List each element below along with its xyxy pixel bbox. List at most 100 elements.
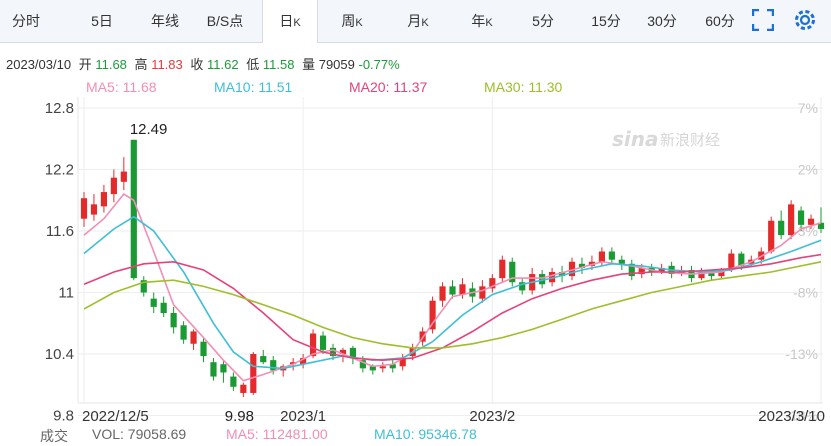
high-value: 11.83 — [151, 57, 183, 72]
right-tick-label: 2% — [798, 162, 818, 178]
y-tick-label: 9.8 — [53, 408, 74, 425]
tab-label: 年线 — [151, 13, 179, 29]
info-date: 2023/03/10 — [6, 57, 72, 72]
open-label: 开 — [78, 57, 92, 72]
ma5-label: MA5: 11.68 — [86, 79, 157, 95]
candle-body — [230, 376, 237, 387]
candle-body — [558, 272, 566, 277]
right-tick-label: -13% — [785, 346, 818, 362]
tab-1[interactable]: 5日 — [82, 0, 122, 42]
candle-body — [479, 286, 486, 299]
y-tick-label: 12.2 — [45, 162, 74, 179]
candle-body — [698, 272, 705, 279]
tab-suffix: K — [293, 17, 301, 29]
candle-body — [817, 222, 825, 229]
tab-label: B/S点 — [206, 13, 244, 29]
y-tick-label: 10.4 — [45, 346, 74, 363]
candle-body — [489, 278, 496, 289]
tab-label: 周 — [341, 13, 356, 29]
tab-label: 60分 — [705, 13, 735, 29]
candle-body — [718, 269, 725, 277]
tab-4[interactable]: 日K — [262, 0, 318, 43]
candle-body — [449, 286, 456, 295]
candle-body — [250, 354, 257, 393]
tab-2[interactable]: 年线 — [138, 0, 192, 42]
high-label: 高 — [134, 57, 148, 72]
candle-body — [807, 218, 815, 225]
tab-8[interactable]: 5分 — [522, 0, 564, 42]
candle-body — [519, 282, 526, 291]
tab-6[interactable]: 月K — [392, 0, 444, 42]
candle-body — [349, 347, 356, 359]
candle-body — [359, 360, 366, 369]
gear-icon[interactable] — [792, 7, 818, 33]
tab-label: 月 — [407, 13, 422, 29]
candle-body — [300, 358, 307, 365]
x-tick-label: 2023/2 — [469, 408, 515, 425]
candle-body — [379, 366, 386, 369]
candle-body — [140, 280, 147, 293]
right-tick-label: -8% — [793, 285, 818, 301]
y-tick-label: 11.6 — [46, 223, 74, 240]
x-tick-label: 2023/1 — [280, 408, 326, 425]
candle-body — [150, 298, 157, 307]
tab-3[interactable]: B/S点 — [196, 0, 254, 42]
candle-body — [160, 302, 167, 313]
candle-body — [90, 204, 98, 215]
tab-label: 15分 — [591, 13, 621, 29]
candle-body — [369, 366, 376, 371]
tab-label: 日 — [279, 13, 294, 29]
candle-body — [658, 267, 665, 272]
tab-5[interactable]: 周K — [326, 0, 378, 42]
candle-body — [797, 210, 805, 225]
ma30-label: MA30: 11.30 — [484, 79, 563, 95]
tab-10[interactable]: 30分 — [638, 0, 686, 42]
tab-label: 年 — [471, 13, 486, 29]
candle-body — [210, 362, 217, 377]
volume-footer: 成交 VOL: 79058.69 MA5: 112481.00 MA10: 95… — [0, 423, 831, 444]
tab-0[interactable]: 分时 — [0, 0, 52, 42]
candle-body — [499, 259, 506, 279]
candle-body — [768, 220, 775, 252]
fullscreen-icon[interactable] — [752, 9, 774, 31]
candle-body — [708, 272, 715, 277]
tab-label: 30分 — [647, 13, 677, 29]
right-tick-label: -18% — [785, 408, 818, 424]
tab-9[interactable]: 15分 — [582, 0, 630, 42]
candle-body — [270, 360, 277, 371]
volume-label: 量 — [302, 57, 316, 72]
tab-7[interactable]: 年K — [456, 0, 508, 42]
ma10-label: MA10: 11.51 — [214, 79, 293, 95]
candle-body — [578, 263, 586, 268]
candle-body — [290, 362, 297, 365]
tab-11[interactable]: 60分 — [696, 0, 744, 42]
candle-body — [110, 177, 117, 195]
candle-body — [220, 364, 227, 373]
candle-body — [399, 358, 406, 367]
footer-vol: VOL: 79058.69 — [92, 426, 187, 442]
footer-label: 成交 — [40, 428, 68, 444]
price-annotation: 9.98 — [225, 408, 254, 425]
candle-body — [319, 335, 327, 350]
tab-suffix: K — [355, 17, 363, 29]
open-value: 11.68 — [95, 57, 127, 72]
x-tick-label: 2023/3/10 — [758, 408, 825, 425]
low-label: 低 — [246, 57, 260, 72]
candle-body — [80, 198, 88, 219]
watermark: sina 新浪财经 — [612, 127, 720, 151]
close-label: 收 — [190, 57, 204, 72]
candle-body — [549, 272, 556, 283]
candle-body — [618, 259, 625, 264]
ma-line-ma30 — [83, 261, 822, 349]
candle-body — [608, 251, 615, 260]
change-value: -0.77% — [358, 57, 400, 72]
candle-body — [120, 171, 127, 182]
candle-body — [240, 384, 247, 393]
candle-body — [778, 220, 785, 236]
right-tick-label: 7% — [798, 100, 818, 116]
candle-body — [539, 274, 546, 285]
volume-value: 79059 — [318, 57, 355, 72]
candle-body — [200, 341, 207, 357]
